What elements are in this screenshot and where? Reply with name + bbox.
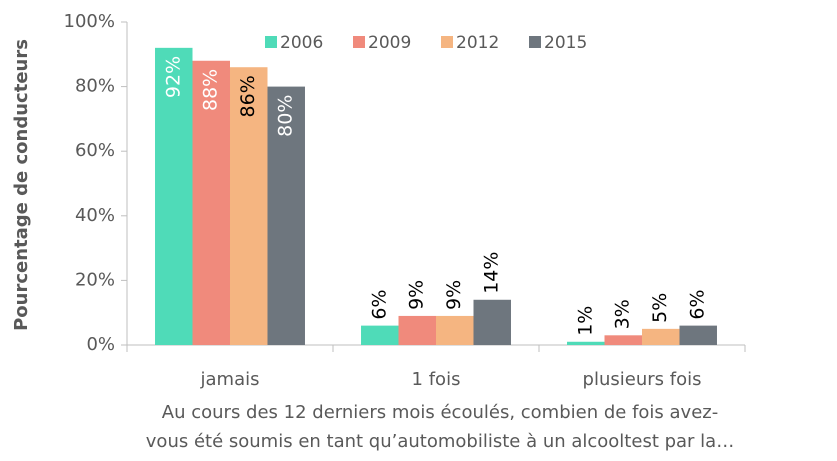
data-label: 9%: [443, 280, 465, 310]
y-tick-label: 80%: [75, 76, 115, 97]
data-label: 14%: [481, 252, 503, 294]
data-label: 5%: [649, 293, 671, 323]
legend-label: 2006: [280, 33, 323, 53]
bar: [398, 315, 436, 345]
bar: [679, 325, 717, 345]
data-label: 80%: [275, 95, 297, 137]
legend-label: 2015: [544, 33, 587, 53]
bar: [155, 47, 193, 346]
y-tick-label: 0%: [86, 334, 115, 355]
data-label: 86%: [237, 75, 259, 117]
bar: [230, 67, 268, 345]
legend-swatch: [353, 36, 365, 48]
y-tick-label: 20%: [75, 269, 115, 290]
x-tick-label: 1 fois: [412, 369, 461, 390]
data-label: 3%: [612, 299, 634, 329]
data-label: 9%: [406, 280, 428, 310]
bar: [642, 328, 680, 345]
legend-label: 2009: [368, 33, 411, 53]
bar: [267, 86, 305, 345]
x-axis-title: vous été soumis en tant qu’automobiliste…: [146, 431, 734, 452]
bar: [436, 315, 474, 345]
data-label: 92%: [162, 56, 184, 98]
y-tick-label: 40%: [75, 205, 115, 226]
y-axis-title: Pourcentage de conducteurs: [11, 39, 32, 331]
bar: [473, 299, 511, 345]
legend-swatch: [265, 36, 277, 48]
y-tick-label: 100%: [64, 11, 115, 32]
data-label: 88%: [200, 69, 222, 111]
x-tick-label: jamais: [200, 369, 260, 390]
y-tick-label: 60%: [75, 140, 115, 161]
data-label: 6%: [368, 289, 390, 319]
x-axis-title: Au cours des 12 derniers mois écoulés, c…: [162, 402, 718, 423]
legend-swatch: [441, 36, 453, 48]
data-label: 6%: [687, 289, 709, 319]
legend-swatch: [529, 36, 541, 48]
x-tick-label: plusieurs fois: [583, 369, 702, 390]
bar: [192, 60, 230, 345]
data-label: 1%: [574, 306, 596, 336]
legend-label: 2012: [456, 33, 499, 53]
bar: [604, 335, 642, 345]
bar: [567, 341, 605, 345]
bar: [361, 325, 399, 345]
